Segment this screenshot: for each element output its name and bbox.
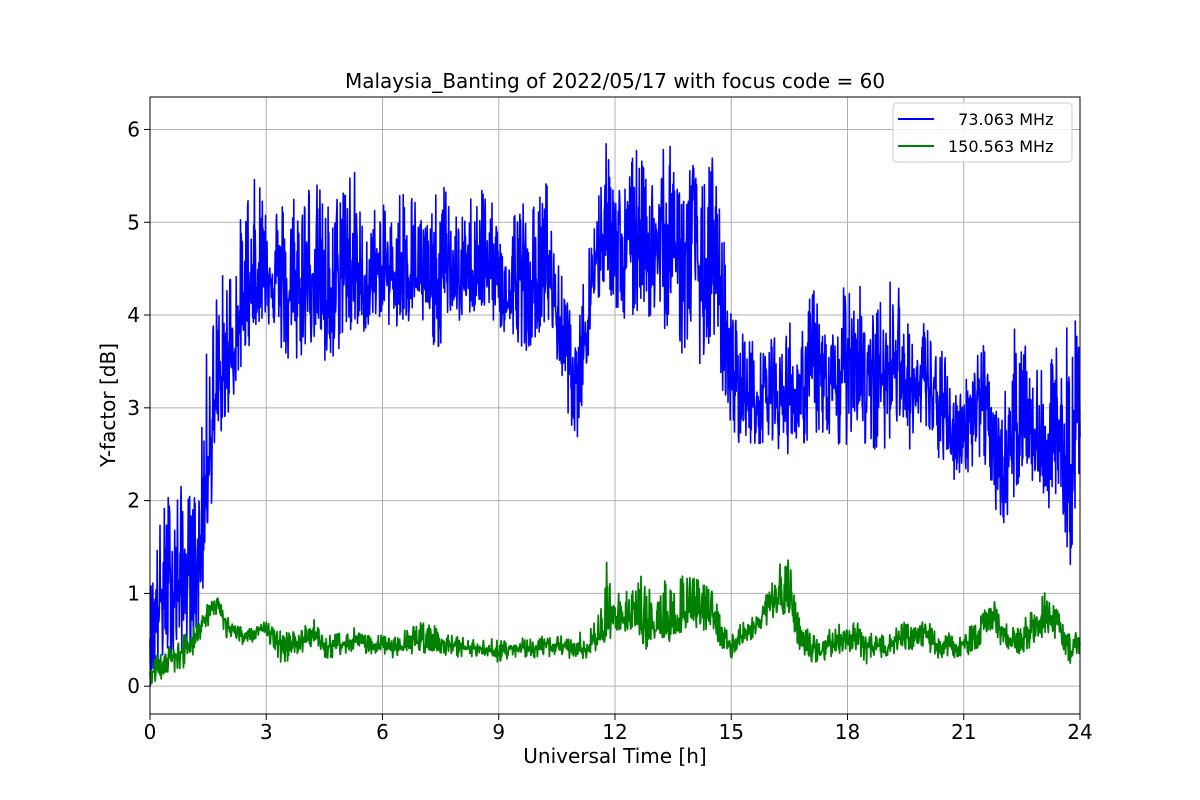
x-tick-label: 6 xyxy=(376,720,389,744)
legend-label-150mhz: 150.563 MHz xyxy=(948,137,1053,156)
x-tick-label: 15 xyxy=(719,720,744,744)
x-tick-label: 9 xyxy=(492,720,505,744)
x-tick-label: 3 xyxy=(260,720,273,744)
legend-label-73mhz: 73.063 MHz xyxy=(948,110,1053,129)
y-tick-label: 1 xyxy=(127,581,140,605)
y-tick-label: 4 xyxy=(127,303,140,327)
x-tick-label: 18 xyxy=(835,720,860,744)
y-tick-label: 0 xyxy=(127,674,140,698)
y-tick-label: 5 xyxy=(127,210,140,234)
legend: 73.063 MHz 150.563 MHz xyxy=(892,102,1073,163)
y-tick-label: 2 xyxy=(127,489,140,513)
x-axis: 0 3 6 9 12 15 18 21 24 xyxy=(144,714,1093,744)
chart-title: Malaysia_Banting of 2022/05/17 with focu… xyxy=(345,69,885,93)
x-tick-label: 21 xyxy=(951,720,976,744)
y-axis-title: Y-factor [dB] xyxy=(96,343,120,468)
y-tick-label: 3 xyxy=(127,396,140,420)
plot-area xyxy=(149,143,1081,687)
x-tick-label: 12 xyxy=(602,720,627,744)
series-line-1 xyxy=(149,559,1081,684)
x-tick-label: 24 xyxy=(1067,720,1092,744)
series-line-0 xyxy=(149,143,1081,687)
x-axis-title: Universal Time [h] xyxy=(523,744,706,768)
y-tick-label: 6 xyxy=(127,117,140,141)
x-tick-label: 0 xyxy=(144,720,157,744)
legend-box xyxy=(892,102,1073,163)
y-axis: 0 1 2 3 4 5 6 xyxy=(127,117,150,698)
